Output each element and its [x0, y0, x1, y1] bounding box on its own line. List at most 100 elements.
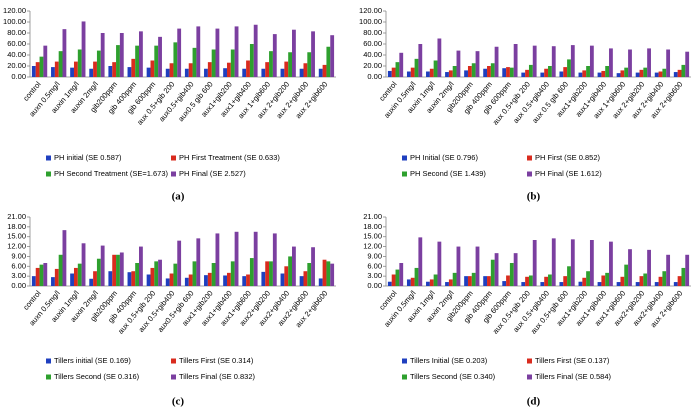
bar: [471, 63, 476, 77]
y-tick-label: 20.00: [7, 61, 26, 70]
legend-swatch: [402, 374, 407, 380]
bar: [475, 51, 480, 77]
bar: [544, 68, 549, 77]
bar: [609, 241, 613, 286]
bar: [567, 266, 571, 286]
bar: [662, 68, 667, 77]
chart: 0.003.006.009.0012.0015.0018.0021.00cont…: [7, 212, 336, 408]
y-tick-label: 12.00: [7, 242, 26, 251]
bar: [391, 67, 396, 77]
y-tick-label: 18.00: [363, 222, 382, 231]
bar: [173, 42, 178, 77]
bar: [578, 281, 583, 286]
bar: [58, 51, 63, 77]
bar: [437, 241, 442, 286]
bar: [540, 282, 545, 286]
bar: [196, 26, 201, 77]
bar: [673, 72, 678, 77]
bar: [249, 258, 254, 286]
bar: [559, 71, 564, 77]
bar: [647, 249, 651, 286]
bar: [658, 276, 663, 286]
bar: [311, 247, 315, 286]
bar: [677, 276, 682, 286]
y-tick-label: 0.00: [11, 72, 26, 81]
bar: [616, 73, 621, 77]
bar: [582, 277, 587, 286]
bar: [513, 253, 518, 286]
y-tick-label: 120.00: [3, 6, 26, 15]
bar: [261, 68, 266, 77]
bar: [326, 46, 331, 77]
bar: [471, 272, 476, 286]
legend-label: Tillers Initial (SE 0.203): [410, 356, 488, 365]
bar: [601, 275, 606, 286]
y-tick-label: 60.00: [7, 39, 26, 48]
y-tick-label: 9.00: [11, 251, 26, 260]
caption: (b): [527, 191, 541, 203]
bar: [433, 274, 438, 286]
bar: [215, 28, 220, 78]
bar: [406, 279, 411, 286]
bar: [570, 239, 575, 286]
y-tick-label: 12.00: [363, 242, 382, 251]
legend-label: PH First Treatment (SE 0.633): [179, 153, 280, 162]
bar: [456, 50, 461, 77]
bar: [509, 263, 514, 286]
y-tick-label: 40.00: [363, 50, 382, 59]
bar: [116, 45, 120, 77]
bar: [284, 266, 289, 286]
bar: [426, 281, 430, 286]
bar: [261, 271, 266, 286]
bar: [406, 71, 411, 77]
bar: [609, 48, 613, 77]
legend-label: PH First (SE 0.852): [535, 153, 601, 162]
y-tick-label: 15.00: [363, 232, 382, 241]
bar: [135, 45, 140, 77]
bar: [177, 28, 182, 78]
bar: [73, 61, 78, 77]
bar: [635, 72, 640, 77]
bar: [624, 264, 629, 286]
bar: [93, 61, 97, 77]
legend-swatch: [46, 358, 51, 364]
y-tick-label: 80.00: [7, 28, 26, 37]
bar: [639, 276, 644, 286]
bar: [35, 267, 40, 286]
legend-swatch: [46, 374, 51, 380]
bar: [207, 62, 212, 77]
legend-swatch: [171, 155, 176, 161]
bar: [127, 272, 132, 286]
bar: [391, 274, 396, 286]
bar: [322, 64, 327, 77]
bar: [100, 245, 105, 286]
bar: [467, 276, 472, 286]
y-tick-label: 100.00: [359, 17, 382, 26]
bar: [280, 68, 285, 77]
legend-swatch: [402, 155, 407, 161]
legend-label: PH Final (SE 2.527): [179, 169, 246, 178]
legend-label: PH Second (SE 1.439): [410, 169, 486, 178]
bar: [288, 256, 293, 286]
bar: [62, 230, 67, 286]
bar: [177, 240, 182, 286]
bar: [589, 45, 594, 77]
bar: [628, 249, 632, 286]
legend-swatch: [527, 358, 532, 364]
bar: [169, 63, 174, 77]
bar: [658, 71, 663, 77]
bar: [330, 35, 335, 77]
bar: [654, 72, 659, 77]
bar: [418, 237, 423, 286]
bar: [184, 68, 189, 77]
legend-label: PH Second Treatment (SE=1.673): [54, 169, 169, 178]
bar: [464, 276, 468, 286]
legend-label: Tillers initial (SE 0.169): [54, 356, 131, 365]
bar: [269, 261, 273, 286]
bar: [39, 264, 44, 286]
y-tick-label: 15.00: [7, 232, 26, 241]
bar: [639, 69, 644, 77]
bar: [131, 58, 136, 77]
bar: [292, 246, 296, 286]
bar: [330, 263, 335, 286]
